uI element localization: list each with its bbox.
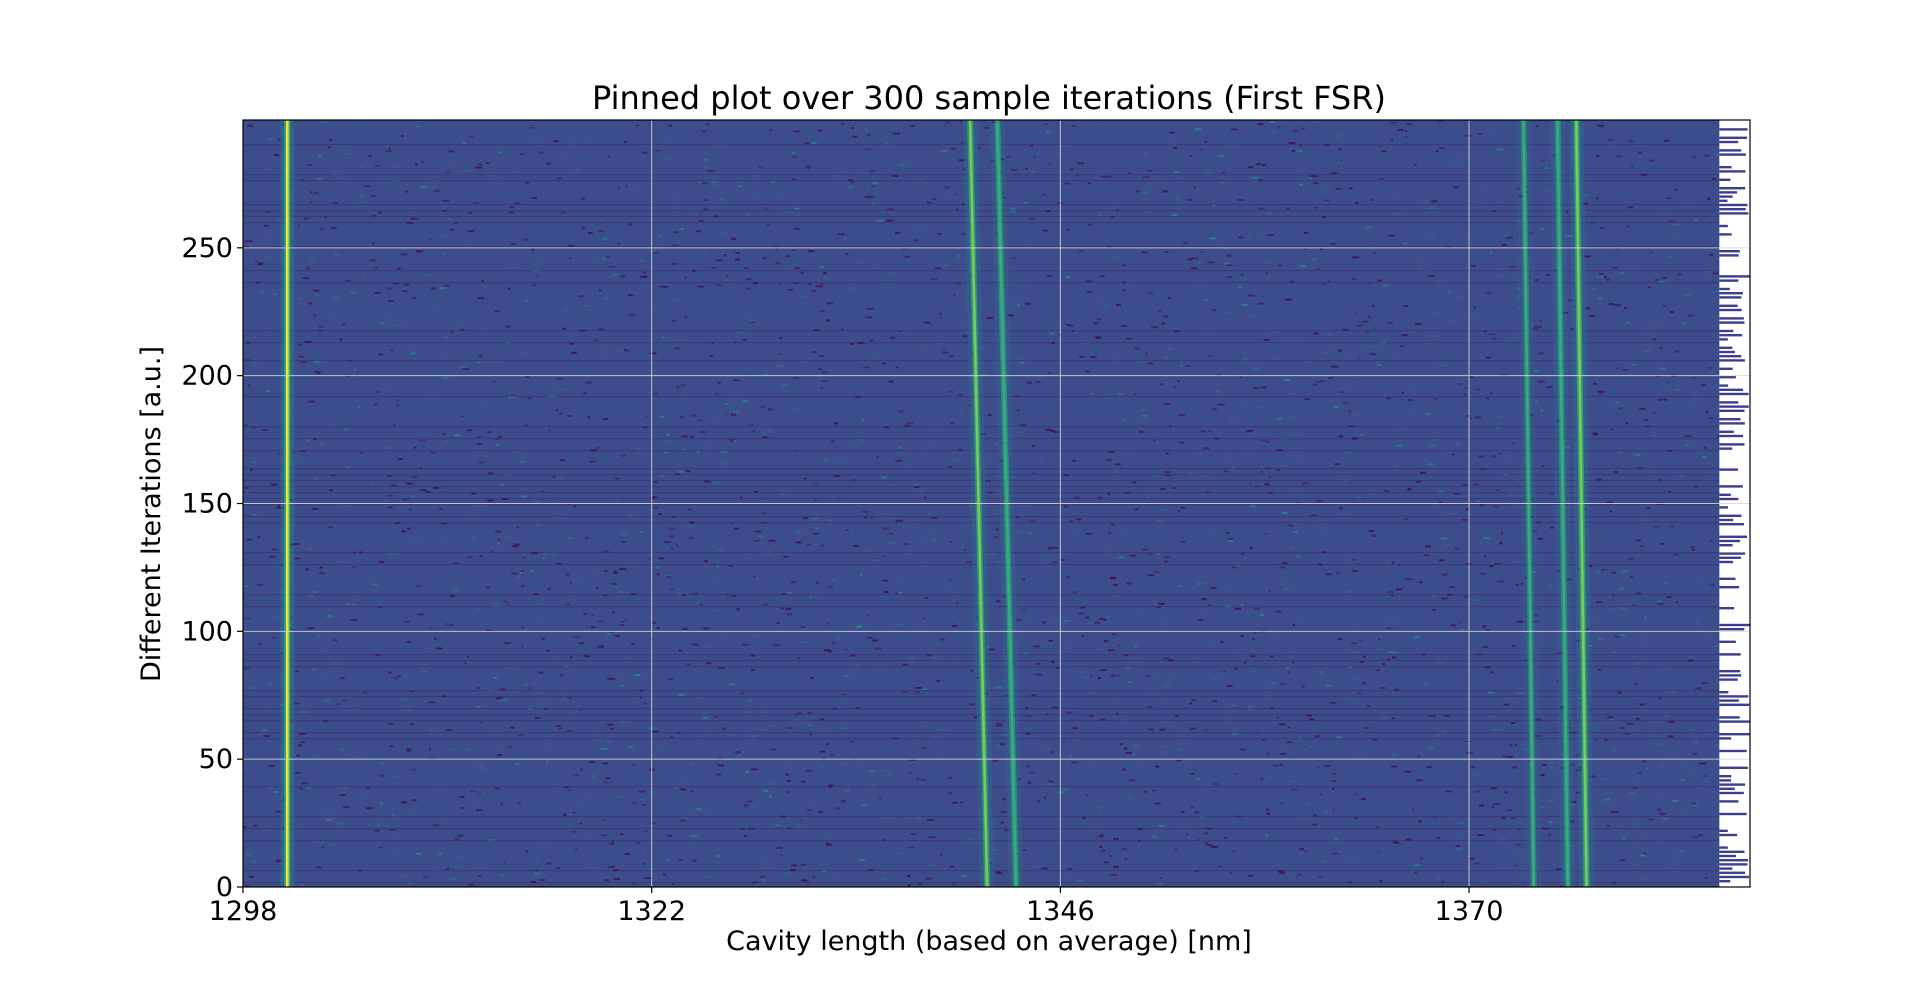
x-tick-label: 1322 — [617, 896, 686, 927]
y-tick-label: 250 — [181, 233, 233, 264]
y-tick-label: 100 — [181, 616, 233, 647]
x-axis: 1298 1322 1346 1370 — [209, 887, 1504, 927]
y-tick-label: 50 — [199, 744, 233, 775]
y-tick-label: 150 — [181, 489, 233, 520]
x-tick-label: 1370 — [1435, 896, 1504, 927]
chart-title: Pinned plot over 300 sample iterations (… — [592, 79, 1386, 117]
x-tick-label: 1298 — [209, 896, 278, 927]
y-tick-label: 200 — [181, 361, 233, 392]
x-axis-label: Cavity length (based on average) [nm] — [726, 926, 1252, 957]
plot-area — [242, 119, 1751, 888]
x-tick-label: 1346 — [1026, 896, 1095, 927]
y-axis: 0 50 100 150 200 250 — [181, 233, 243, 903]
y-axis-label: Different Iterations [a.u.] — [136, 346, 167, 682]
grid-lines — [243, 120, 1750, 887]
y-tick-label: 0 — [216, 872, 233, 903]
